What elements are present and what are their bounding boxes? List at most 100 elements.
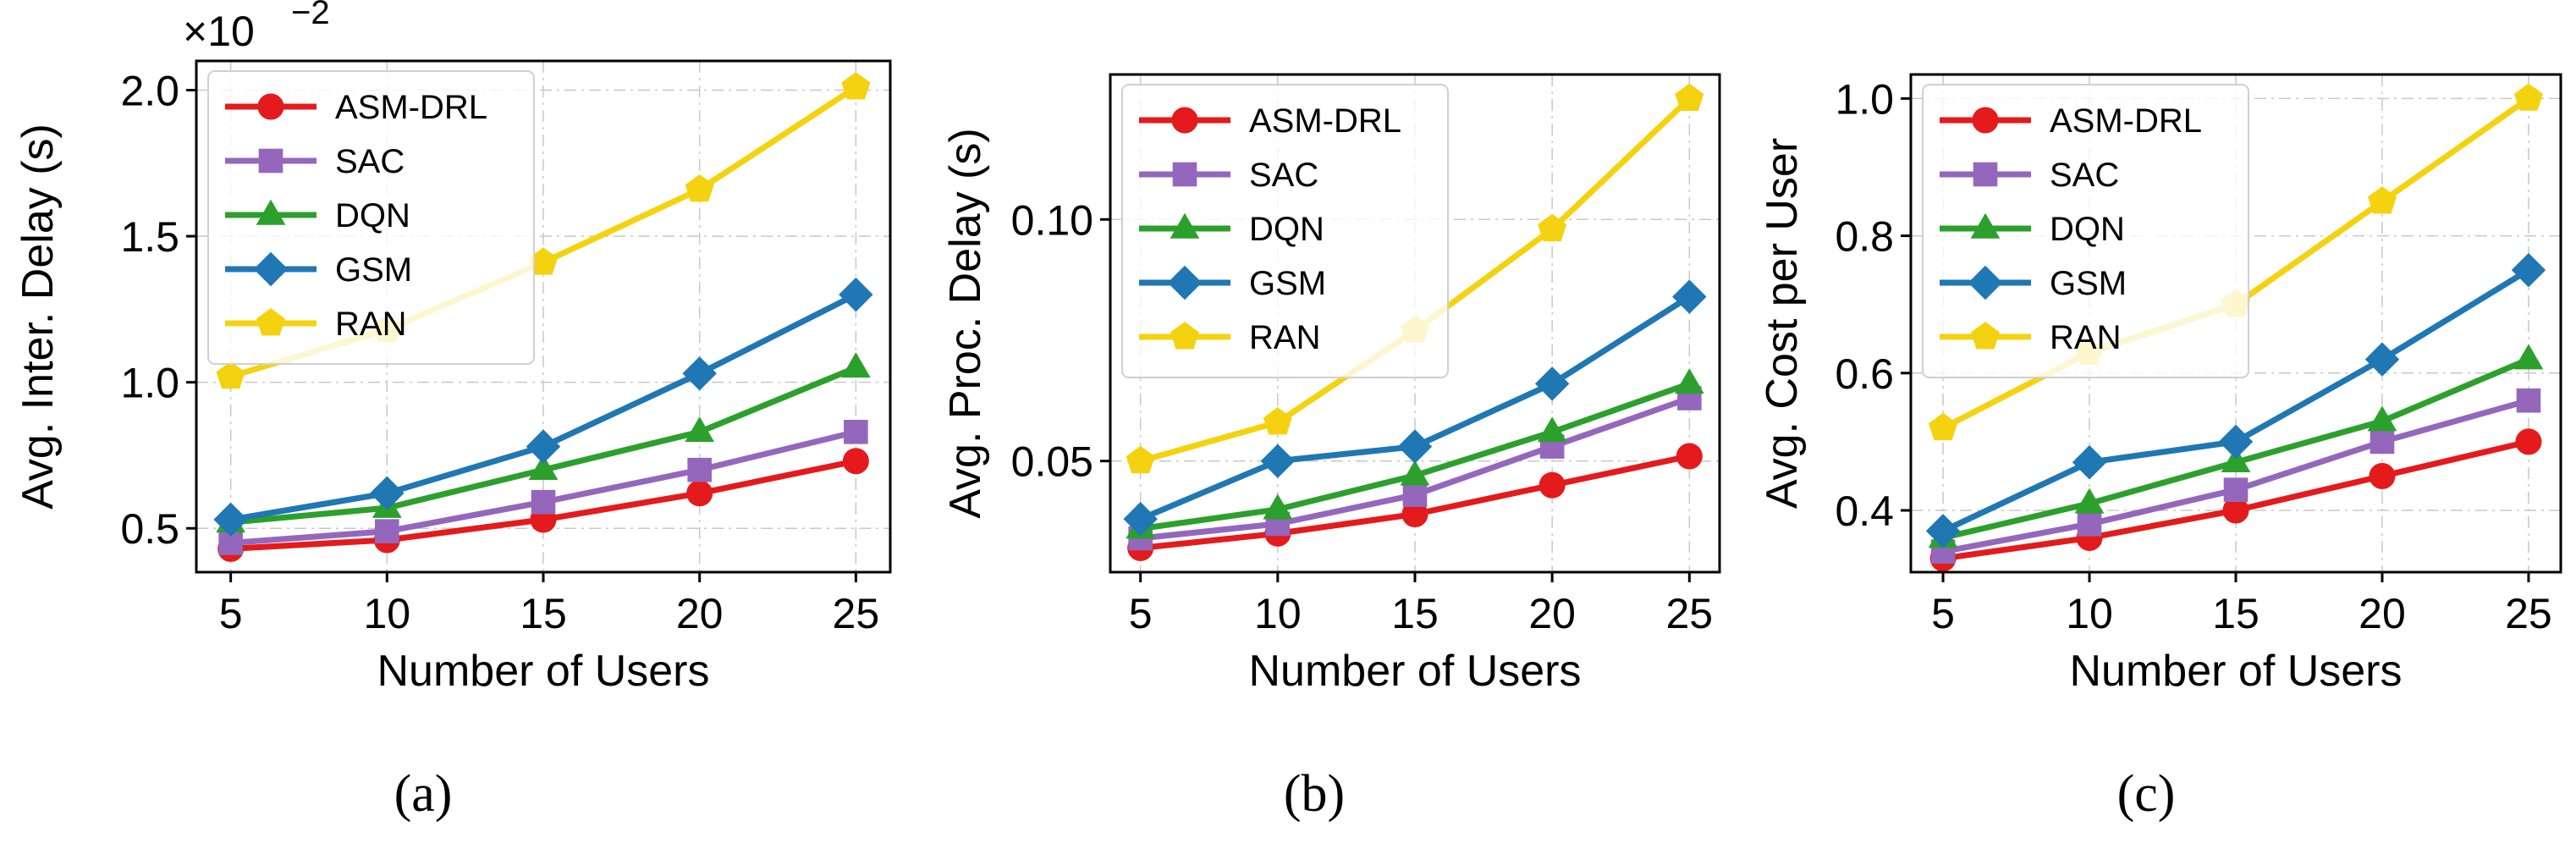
legend-entry-dqn: DQN (225, 197, 410, 234)
data-point-ran (685, 174, 714, 202)
multiplier-exponent: −2 (291, 0, 330, 31)
data-point-gsm (2072, 445, 2107, 480)
legend-label: GSM (335, 251, 412, 289)
data-point-sac (687, 457, 712, 482)
legend-entry-gsm: GSM (225, 251, 412, 289)
y-tick-label: 1.5 (120, 213, 179, 261)
legend-entry-dqn: DQN (1139, 211, 1324, 248)
x-tick-label: 15 (1391, 590, 1439, 637)
y-tick-label: 0.10 (1011, 196, 1093, 244)
legend-marker (1167, 265, 1203, 300)
data-point-gsm (526, 429, 561, 464)
data-point-sac (844, 420, 868, 444)
data-point-ran (841, 72, 871, 100)
multiplier-base: ×10 (183, 8, 255, 55)
data-point-sac (375, 519, 399, 543)
data-point-sac (2077, 511, 2102, 537)
subfigure-label: (b) (1284, 765, 1345, 823)
data-point-gsm (682, 356, 717, 391)
series-dqn (1126, 368, 1704, 539)
x-tick-label: 25 (1666, 590, 1714, 637)
data-point-ran (216, 361, 245, 389)
data-point-asm-drl (1676, 443, 1703, 470)
data-point-dqn (1263, 493, 1293, 520)
y-tick-label: 0.6 (1835, 350, 1894, 398)
x-tick-label: 25 (833, 590, 880, 637)
legend-label: DQN (1249, 211, 1324, 248)
data-point-gsm (2218, 424, 2254, 460)
data-point-dqn (2513, 344, 2544, 370)
legend-marker (1970, 212, 2001, 239)
subfigure-label: (c) (2117, 765, 2176, 823)
y-tick-label: 0.05 (1011, 438, 1093, 486)
x-tick-label: 5 (1931, 590, 1955, 637)
data-point-sac (2516, 388, 2541, 413)
data-point-asm-drl (2369, 462, 2396, 489)
data-point-ran (1929, 412, 1958, 441)
chart-panel-c: ASM-DRL SAC DQN GSM RAN 5 10 15 20 25 0.4 0.6 0.8 1.0… (1758, 73, 2562, 823)
data-point-dqn (528, 454, 559, 480)
data-point-sac (218, 531, 243, 555)
data-point-dqn (1400, 460, 1430, 486)
x-tick-label: 20 (676, 590, 724, 637)
x-axis-label: Number of Users (2070, 647, 2403, 696)
legend-marker (256, 199, 286, 225)
data-point-gsm (1260, 444, 1296, 478)
legend-box (1922, 84, 2249, 378)
data-point-ran (2513, 83, 2543, 111)
legend-marker (1972, 107, 1999, 134)
data-point-gsm (1397, 429, 1433, 464)
data-point-sac (2223, 477, 2248, 502)
x-tick-label: 5 (1129, 590, 1153, 637)
legend-entry-sac: SAC (1940, 157, 2119, 194)
legend-marker (1171, 107, 1198, 134)
series-gsm (213, 277, 873, 537)
data-point-gsm (2364, 342, 2400, 377)
legend-label: GSM (1249, 265, 1326, 302)
legend-label: SAC (1249, 157, 1318, 194)
legend-label: GSM (2050, 265, 2127, 302)
data-point-gsm (1925, 514, 1961, 548)
x-tick-label: 5 (219, 590, 243, 637)
legend-label: ASM-DRL (2050, 102, 2202, 140)
legend-marker (1170, 322, 1199, 350)
legend-marker (1172, 162, 1197, 187)
data-point-ran (2368, 186, 2397, 214)
series-gsm (1925, 252, 2546, 548)
x-tick-label: 10 (1254, 590, 1302, 637)
data-point-dqn (2221, 446, 2251, 472)
legend-marker (257, 93, 284, 120)
data-point-dqn (685, 416, 715, 443)
legend-label: RAN (2050, 319, 2121, 356)
y-axis-label: Avg. Cost per User (1758, 138, 1807, 509)
legend-entry-asm-drl: ASM-DRL (1139, 102, 1401, 140)
legend-entry-gsm: GSM (1139, 265, 1326, 302)
legend-label: ASM-DRL (335, 89, 487, 126)
legend-box (207, 70, 535, 365)
x-tick-label: 15 (520, 590, 567, 637)
legend-entry-ran: RAN (1940, 319, 2121, 356)
legend-label: DQN (2050, 211, 2125, 248)
chart-panel-a: ASM-DRL SAC DQN GSM RAN 5 10 15 20 25 0.5 1.0 1.5 2.0… (14, 0, 892, 823)
legend-marker (258, 148, 283, 174)
data-point-ran (1126, 445, 1155, 474)
y-axis-label: Avg. Proc. Delay (s) (941, 128, 990, 518)
data-point-dqn (1674, 368, 1704, 394)
legend-entry-sac: SAC (1139, 157, 1318, 194)
legend-entry-dqn: DQN (1940, 211, 2125, 248)
legend-label: SAC (2050, 157, 2119, 194)
x-tick-label: 10 (2066, 590, 2113, 637)
y-tick-label: 1.0 (1835, 75, 1894, 123)
legend-marker (1968, 265, 2003, 300)
series-gsm (1123, 279, 1707, 537)
data-point-asm-drl (1538, 471, 1566, 499)
x-tick-label: 10 (364, 590, 411, 637)
data-point-asm-drl (2515, 428, 2542, 455)
data-point-gsm (370, 476, 405, 511)
legend: ASM-DRL SAC DQN GSM RAN (1121, 84, 1449, 378)
data-point-ran (1538, 213, 1567, 242)
legend-label: ASM-DRL (1249, 102, 1401, 140)
data-point-sac (2370, 429, 2395, 455)
legend-marker (253, 251, 289, 287)
